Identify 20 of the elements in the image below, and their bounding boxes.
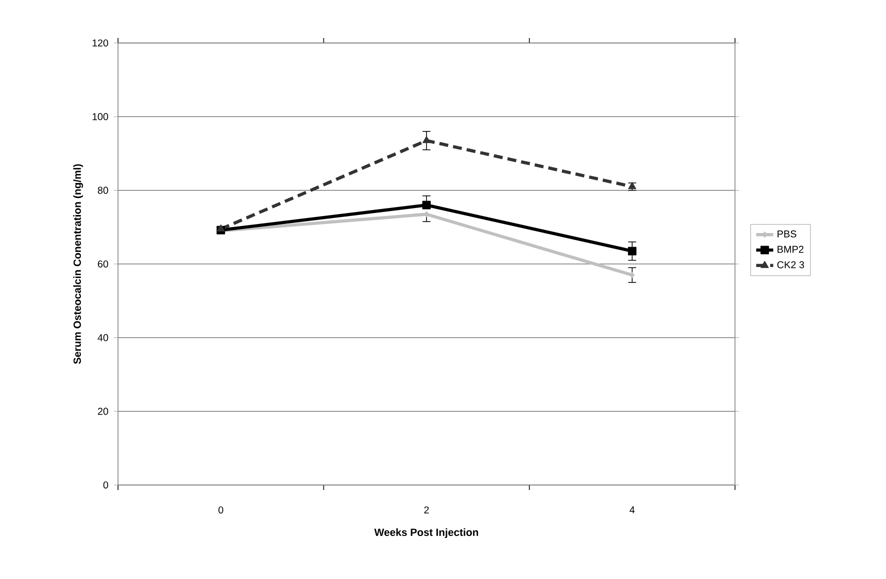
y-tick-label: 60 <box>98 260 108 268</box>
y-tick-label: 40 <box>98 334 108 342</box>
x-tick-label: 0 <box>218 506 224 514</box>
point <box>422 200 431 210</box>
y-tick-label: 100 <box>92 113 108 120</box>
point <box>216 224 225 232</box>
x-axis-title: Weeks Post Injection <box>374 528 478 538</box>
x-tick-label: 4 <box>630 506 635 514</box>
legend-label: PBS <box>778 230 796 238</box>
point <box>630 272 635 278</box>
point <box>422 136 431 144</box>
legend-label: CK2 3 <box>777 261 804 268</box>
y-tick-label: 0 <box>103 481 108 489</box>
y-axis-title: Serum Osteocalcin Conentration (ng/ml) <box>73 164 84 364</box>
y-tick-label: 120 <box>92 39 108 47</box>
point <box>628 246 636 256</box>
y-tick-label: 20 <box>98 408 108 415</box>
y-tick-label: 80 <box>98 186 108 194</box>
x-tick-label: 2 <box>424 506 429 514</box>
legend-label: BMP2 <box>778 246 804 253</box>
